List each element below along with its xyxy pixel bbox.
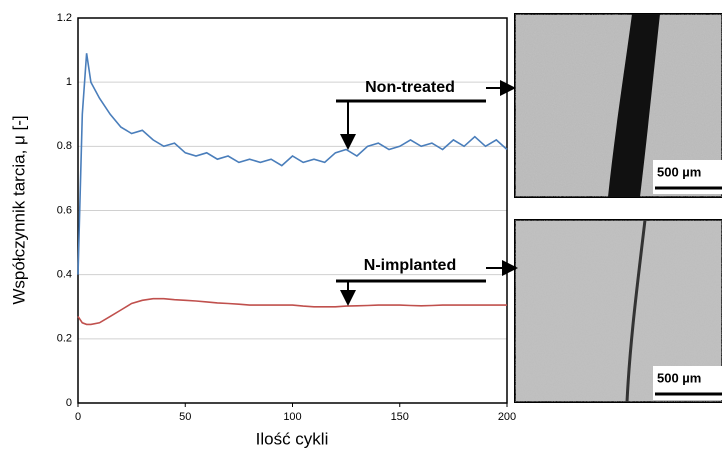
micrograph-bottom (514, 219, 722, 403)
line-series (77, 297, 507, 326)
y-tick-label: 0.8 (57, 140, 72, 152)
y-tick-label: 1 (66, 76, 72, 88)
x-tick-label: 150 (391, 411, 409, 423)
plot-frame (77, 17, 508, 404)
line-series (77, 53, 508, 275)
y-tick-label: 0.6 (57, 204, 72, 216)
x-tick-label: 100 (283, 411, 301, 423)
y-tick-label: 0 (66, 397, 72, 409)
y-tick-label: 0.2 (57, 333, 72, 345)
x-tick-label: 0 (75, 411, 81, 423)
micrograph-top (514, 13, 722, 198)
x-tick-label: 200 (498, 411, 516, 423)
scale-label: 500 µm (657, 164, 701, 179)
x-tick-label: 50 (179, 411, 191, 423)
y-tick-label: 0.4 (57, 269, 72, 281)
y-axis-label: Współczynnik tarcia, μ [-] (9, 115, 28, 304)
annotation: N-implanted (364, 257, 456, 274)
y-tick-label: 1.2 (57, 12, 72, 24)
x-axis-label: Ilość cykli (256, 429, 329, 448)
annotation: Non-treated (365, 79, 455, 96)
scale-label: 500 µm (657, 370, 701, 385)
